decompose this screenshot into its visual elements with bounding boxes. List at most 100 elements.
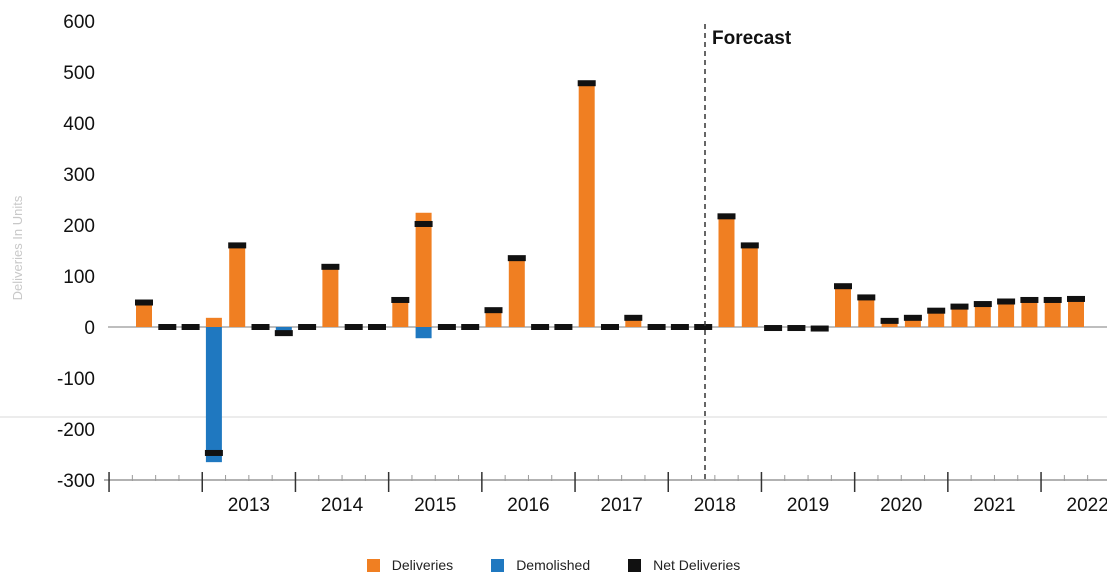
net-deliveries-marker (834, 283, 852, 290)
deliveries-bar (881, 320, 898, 327)
net-deliveries-marker (647, 324, 666, 330)
net-deliveries-marker (228, 242, 247, 249)
legend-swatch-demolished (491, 558, 505, 572)
net-deliveries-marker (298, 324, 317, 330)
deliveries-bar (928, 310, 945, 327)
deliveries-bar (229, 245, 246, 327)
net-deliveries-marker (950, 303, 969, 310)
legend-swatch-deliveries (366, 558, 380, 572)
y-axis-label: Deliveries In Units (10, 195, 25, 300)
deliveries-bar (974, 304, 991, 327)
net-deliveries-marker (368, 324, 386, 330)
net-deliveries-marker (717, 213, 736, 220)
x-axis: 2013 2014 2015 2016 2017 2018 2019 2020 2021 2022 (104, 472, 1107, 516)
legend-label-net-deliveries: Net Deliveries (653, 557, 741, 573)
y-tick-label: 600 (63, 12, 95, 33)
y-tick-label: 300 (63, 165, 95, 186)
deliveries-bar (1068, 298, 1084, 327)
x-year-label: 2021 (973, 495, 1015, 516)
y-tick-label: 400 (63, 114, 95, 135)
y-tick-label: 200 (63, 216, 95, 237)
net-deliveries-marker (973, 301, 992, 308)
x-year-label: 2020 (880, 495, 922, 516)
demolished-bar (205, 327, 222, 463)
deliveries-bar (485, 310, 502, 327)
net-deliveries-marker (857, 294, 876, 301)
deliveries-bar (415, 212, 432, 327)
net-deliveries-marker (554, 324, 573, 330)
net-deliveries-marker (437, 324, 456, 330)
x-year-label: 2016 (507, 495, 549, 516)
deliveries-bar (858, 297, 875, 327)
net-deliveries-marker (670, 324, 689, 330)
bars (135, 80, 1085, 463)
net-deliveries-marker (810, 325, 829, 332)
legend: Deliveries Demolished Net Deliveries (0, 554, 1107, 576)
y-axis-tick-labels: 600 500 400 300 200 100 0 -100 -200 -300 (57, 12, 95, 492)
deliveries-bar (904, 317, 921, 327)
demolished-bar (415, 327, 432, 339)
deliveries-bar (578, 83, 595, 327)
net-deliveries-marker (694, 324, 713, 330)
net-deliveries-marker (321, 263, 340, 270)
legend-swatch-net-deliveries (628, 558, 642, 572)
net-deliveries-marker (181, 324, 200, 330)
x-year-label: 2013 (228, 495, 270, 516)
x-year-label: 2019 (787, 495, 829, 516)
y-tick-label: -200 (57, 420, 95, 441)
x-year-label: 2015 (414, 495, 456, 516)
y-tick-label: 0 (84, 318, 95, 339)
deliveries-bar (322, 266, 339, 327)
forecast-label: Forecast (712, 28, 792, 49)
deliveries-bar (718, 216, 735, 327)
net-deliveries-marker (787, 325, 806, 332)
net-deliveries-marker (903, 314, 922, 321)
deliveries-bar (951, 306, 968, 327)
net-deliveries-marker (764, 325, 783, 332)
net-deliveries-marker (927, 307, 946, 314)
net-deliveries-marker (507, 255, 526, 262)
net-deliveries-marker (251, 324, 270, 330)
net-deliveries-marker (601, 324, 619, 330)
legend-item-deliveries: Deliveries (366, 557, 454, 573)
net-deliveries-marker (344, 324, 363, 330)
legend-item-demolished: Demolished (491, 557, 590, 573)
legend-item-net-deliveries: Net Deliveries (628, 557, 740, 573)
deliveries-bar (835, 286, 851, 327)
net-deliveries-marker (531, 324, 550, 330)
net-deliveries-marker (158, 324, 177, 330)
x-year-label: 2014 (321, 495, 364, 516)
chart: 600 500 400 300 200 100 0 -100 -200 -300 Deliveri… (0, 12, 1107, 516)
deliveries-bar (1044, 299, 1061, 327)
y-tick-label: 500 (63, 63, 95, 84)
deliveries-bar (136, 302, 152, 327)
net-deliveries-marker (1020, 296, 1039, 303)
deliveries-bar (508, 258, 525, 327)
net-deliveries-marker (577, 80, 596, 87)
deliveries-bar (625, 317, 642, 327)
net-deliveries-marker (624, 314, 643, 321)
deliveries-bar (741, 245, 758, 327)
net-deliveries-marker (997, 298, 1016, 305)
deliveries-bar (392, 299, 409, 327)
net-deliveries-marker (461, 324, 480, 330)
net-deliveries-marker (1043, 296, 1062, 303)
deliveries-bar (998, 301, 1015, 327)
net-deliveries-marker (740, 242, 759, 249)
x-year-label: 2018 (694, 495, 736, 516)
y-tick-label: -300 (57, 471, 95, 492)
net-deliveries-marker (414, 220, 433, 227)
x-year-label: 2022 (1067, 495, 1107, 516)
legend-label-deliveries: Deliveries (391, 557, 454, 573)
net-deliveries-marker (880, 317, 899, 324)
net-deliveries-marker (1067, 295, 1085, 302)
y-tick-label: -100 (57, 369, 95, 390)
net-deliveries-marker (484, 307, 503, 314)
x-year-label: 2017 (601, 495, 643, 516)
net-deliveries-marker (391, 296, 410, 303)
legend-label-demolished: Demolished (516, 557, 591, 573)
net-deliveries-marker (274, 330, 293, 337)
forecast-divider: Forecast (704, 24, 792, 481)
net-deliveries-marker (204, 449, 223, 456)
deliveries-bar (205, 317, 222, 327)
